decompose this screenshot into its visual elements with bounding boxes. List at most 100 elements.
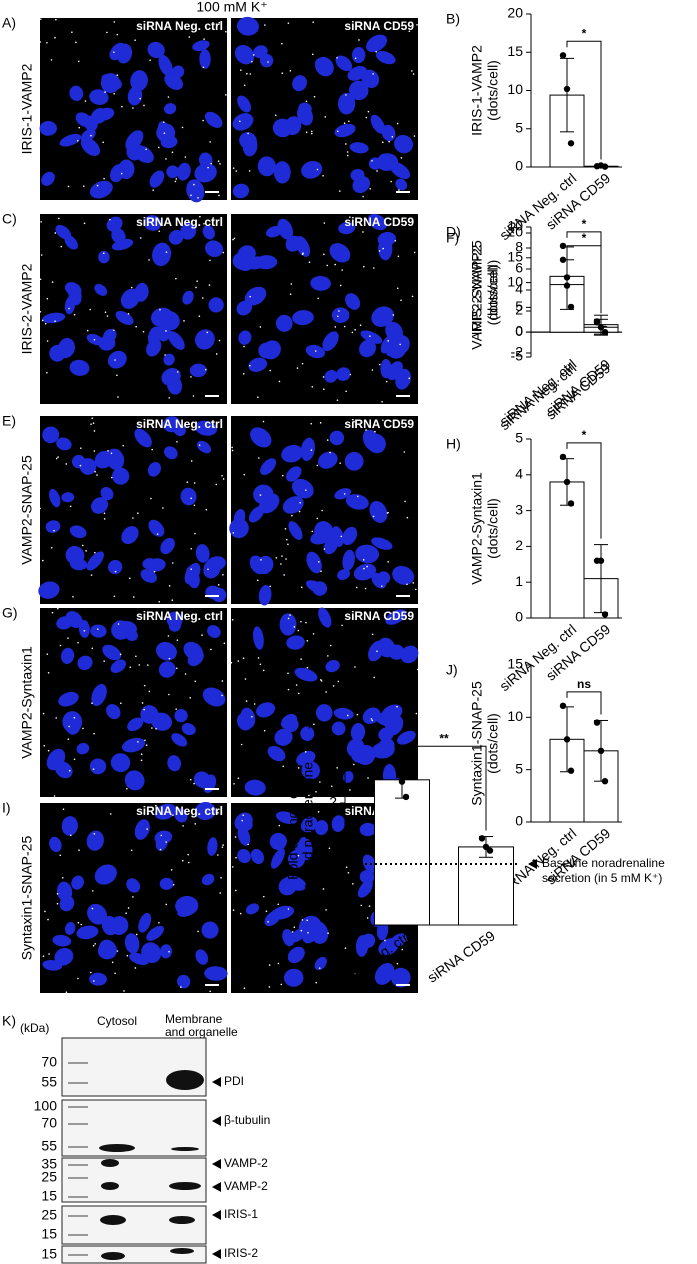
- band-arrow: [212, 1182, 221, 1192]
- significance-bracket: [566, 442, 602, 539]
- nucleus: [167, 755, 182, 772]
- nucleus: [337, 569, 350, 580]
- nucleus: [177, 162, 191, 181]
- nucleus: [232, 183, 250, 199]
- puncta: [222, 478, 225, 480]
- nucleus: [259, 493, 280, 514]
- puncta: [242, 373, 245, 375]
- data-point: [394, 757, 402, 764]
- nucleus: [164, 446, 178, 460]
- nucleus: [112, 467, 130, 485]
- puncta: [290, 283, 293, 285]
- nucleus: [195, 329, 215, 350]
- puncta: [343, 493, 346, 495]
- puncta: [235, 856, 237, 859]
- puncta: [315, 790, 317, 793]
- puncta: [39, 278, 42, 281]
- protein-band: [101, 1182, 119, 1190]
- puncta: [186, 481, 189, 483]
- image-caption: siRNA CD59: [344, 215, 414, 229]
- puncta: [264, 24, 266, 26]
- micrograph: [230, 607, 419, 798]
- nucleus: [149, 170, 165, 188]
- puncta: [251, 60, 253, 63]
- data-point: [486, 847, 494, 854]
- puncta: [281, 555, 283, 557]
- protein-band: [101, 1252, 125, 1260]
- puncta: [320, 570, 322, 573]
- puncta: [354, 57, 357, 60]
- puncta: [140, 759, 143, 762]
- puncta: [277, 903, 280, 906]
- nucleus: [76, 925, 99, 940]
- puncta: [411, 295, 414, 298]
- puncta: [287, 688, 290, 691]
- puncta: [54, 320, 56, 322]
- puncta: [77, 140, 79, 142]
- puncta: [362, 559, 365, 561]
- puncta: [397, 255, 400, 258]
- nucleus: [338, 221, 356, 235]
- nucleus: [52, 934, 72, 947]
- nucleus: [49, 836, 62, 853]
- puncta: [237, 660, 240, 662]
- bracket: [566, 442, 602, 539]
- puncta: [80, 447, 82, 449]
- y-axis-label: secreted noradrenaline: [300, 762, 316, 905]
- protein-band: [170, 1248, 194, 1254]
- nucleus: [367, 213, 387, 231]
- nucleus: [177, 904, 196, 917]
- puncta: [217, 584, 220, 586]
- blot-strip: [61, 1245, 207, 1264]
- puncta: [329, 451, 331, 454]
- y-tick-label: -2: [511, 344, 524, 360]
- puncta: [345, 866, 348, 868]
- puncta: [239, 120, 241, 123]
- puncta: [197, 930, 199, 933]
- puncta: [68, 769, 71, 772]
- puncta: [382, 247, 384, 250]
- puncta: [114, 972, 116, 975]
- y-axis-label: (dots/cell): [485, 260, 501, 321]
- nucleus: [237, 826, 251, 846]
- panel-letter: L): [300, 713, 312, 729]
- puncta: [47, 749, 50, 752]
- puncta: [135, 325, 137, 328]
- puncta: [158, 230, 161, 233]
- puncta: [198, 444, 201, 446]
- nucleus: [124, 770, 145, 791]
- data-point: [567, 500, 575, 507]
- puncta: [94, 470, 96, 473]
- puncta: [314, 350, 317, 352]
- puncta: [362, 231, 364, 233]
- puncta: [396, 962, 399, 965]
- puncta: [355, 586, 358, 589]
- nucleus: [116, 43, 133, 64]
- puncta: [340, 535, 343, 538]
- puncta: [187, 853, 190, 856]
- nucleus: [291, 478, 314, 499]
- puncta: [240, 69, 242, 71]
- nucleus: [142, 558, 157, 570]
- puncta: [39, 310, 42, 313]
- puncta: [262, 669, 265, 672]
- puncta: [357, 495, 359, 498]
- panel-letter: K): [2, 1013, 16, 1029]
- nucleus: [301, 761, 320, 780]
- puncta: [346, 714, 349, 717]
- puncta: [59, 854, 62, 857]
- puncta: [243, 84, 246, 87]
- band-label: IRIS-2: [224, 1246, 258, 1260]
- nucleus: [94, 283, 108, 296]
- puncta: [116, 950, 119, 952]
- puncta: [104, 91, 106, 93]
- protein-band: [99, 1144, 135, 1152]
- nucleus: [310, 275, 331, 291]
- y-axis-label: (dots/cell): [485, 713, 501, 774]
- puncta: [42, 955, 45, 957]
- y-tick-label: 0: [515, 323, 523, 339]
- puncta: [248, 170, 251, 172]
- nucleus: [377, 571, 391, 585]
- nucleus: [377, 738, 395, 756]
- puncta: [337, 315, 339, 318]
